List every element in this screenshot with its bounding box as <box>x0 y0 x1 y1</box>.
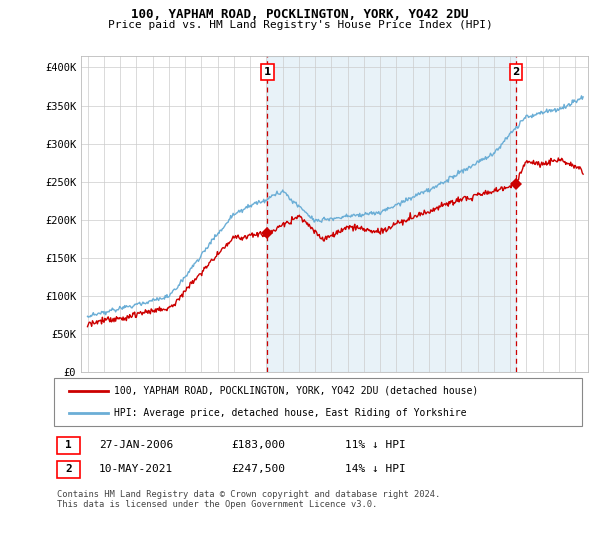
Text: Contains HM Land Registry data © Crown copyright and database right 2024.
This d: Contains HM Land Registry data © Crown c… <box>57 490 440 510</box>
Bar <box>268 56 516 372</box>
Text: Price paid vs. HM Land Registry's House Price Index (HPI): Price paid vs. HM Land Registry's House … <box>107 20 493 30</box>
Text: 10-MAY-2021: 10-MAY-2021 <box>99 464 173 474</box>
Text: 2: 2 <box>65 464 72 474</box>
Text: 27-JAN-2006: 27-JAN-2006 <box>99 440 173 450</box>
Text: 100, YAPHAM ROAD, POCKLINGTON, YORK, YO42 2DU: 100, YAPHAM ROAD, POCKLINGTON, YORK, YO4… <box>131 8 469 21</box>
Text: £183,000: £183,000 <box>231 440 285 450</box>
Text: 14% ↓ HPI: 14% ↓ HPI <box>345 464 406 474</box>
Text: HPI: Average price, detached house, East Riding of Yorkshire: HPI: Average price, detached house, East… <box>114 408 467 418</box>
Text: 11% ↓ HPI: 11% ↓ HPI <box>345 440 406 450</box>
Text: 100, YAPHAM ROAD, POCKLINGTON, YORK, YO42 2DU (detached house): 100, YAPHAM ROAD, POCKLINGTON, YORK, YO4… <box>114 386 478 396</box>
Text: 1: 1 <box>65 440 72 450</box>
Text: £247,500: £247,500 <box>231 464 285 474</box>
Text: 2: 2 <box>512 67 520 77</box>
Text: 1: 1 <box>264 67 271 77</box>
